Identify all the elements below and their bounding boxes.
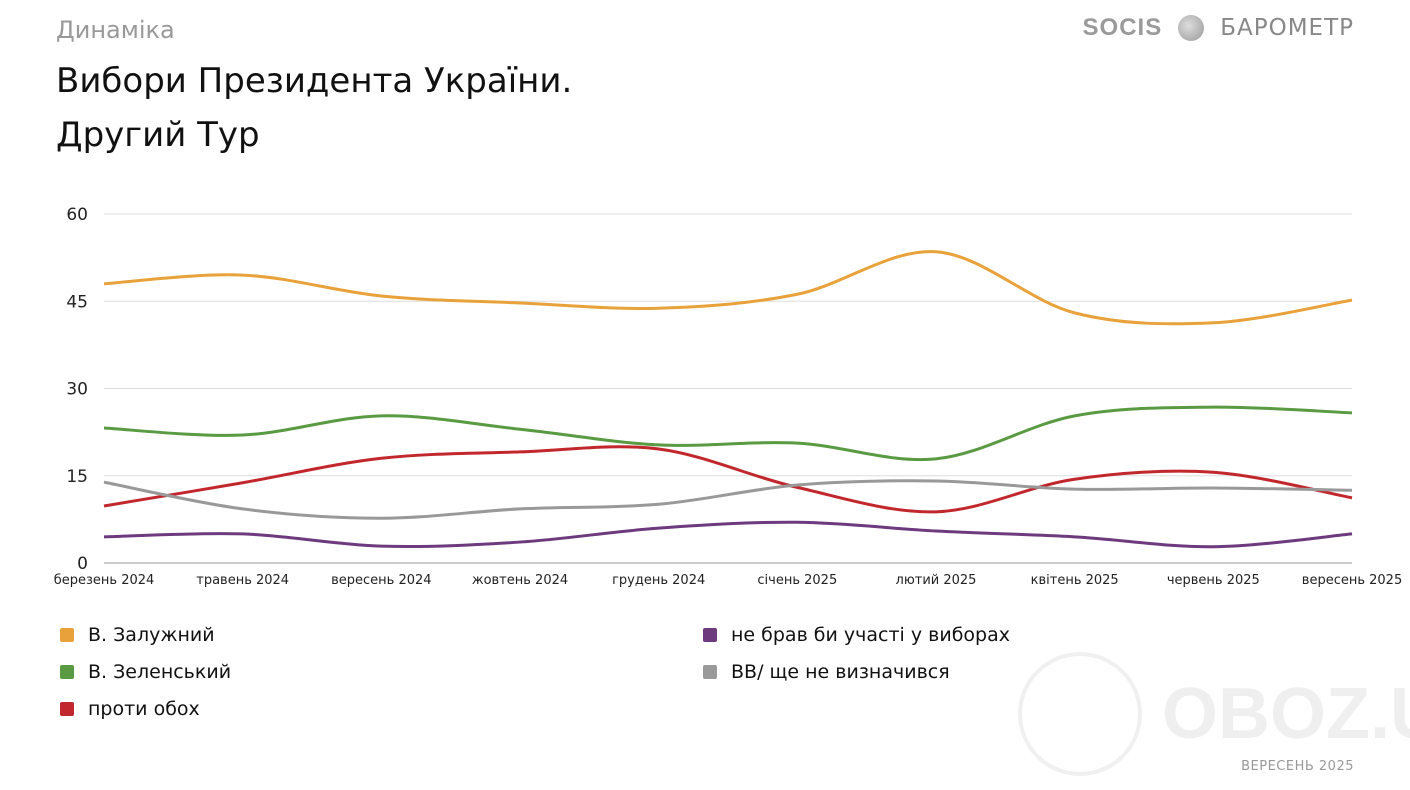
x-tick-label: лютий 2025 [896, 573, 977, 588]
watermark-text: OBOZ.UA [1162, 674, 1410, 754]
legend-swatch [703, 665, 717, 679]
brand: SOCIS БАРОМЕТР [1083, 14, 1354, 42]
title-line-1: Вибори Президента України. [56, 61, 573, 101]
title-line-2: Другий Тур [56, 115, 260, 155]
y-tick-label: 15 [66, 467, 88, 487]
legend-item: В. Зеленський [60, 661, 231, 683]
legend-item: В. Залужний [60, 624, 215, 646]
legend-swatch [60, 702, 74, 716]
legend-label: В. Зеленський [88, 661, 232, 683]
x-tick-label: жовтень 2024 [472, 573, 568, 588]
legend-item: проти обох [60, 698, 200, 720]
page-title: Вибори Президента України. Другий Тур [56, 54, 572, 162]
legend-item: ВВ/ ще не визначився [703, 661, 950, 683]
line-chart: 0 15 30 45 60 березень 2024 травень 2024 вересе… [54, 205, 1403, 588]
barometr-label: БАРОМЕТР [1220, 15, 1354, 41]
series-line-0 [103, 250, 1353, 326]
legend-label: В. Залужний [88, 624, 215, 646]
series-line-1 [103, 405, 1353, 462]
watermark: OBOZ.UA [1018, 652, 1410, 776]
legend-label: ВВ/ ще не визначився [731, 661, 950, 683]
x-tick-label: травень 2024 [196, 573, 289, 588]
x-tick-label: січень 2025 [757, 573, 837, 588]
legend-item: не брав би участі у виборах [703, 624, 1010, 646]
x-tick-label: червень 2025 [1167, 573, 1260, 588]
x-tick-label: квітень 2025 [1031, 573, 1119, 588]
y-tick-label: 60 [66, 205, 88, 225]
series-line-4 [103, 479, 1353, 520]
series-line-3 [103, 520, 1353, 549]
x-tick-label: вересень 2024 [331, 573, 431, 588]
y-tick-label: 30 [66, 380, 88, 400]
legend-swatch [60, 628, 74, 642]
y-tick-label: 0 [77, 554, 88, 574]
series-line-2 [103, 445, 1353, 514]
legend-swatch [60, 665, 74, 679]
globe-icon [1018, 652, 1142, 776]
socis-logo: SOCIS [1082, 14, 1163, 41]
x-tick-label: вересень 2025 [1302, 573, 1402, 588]
kicker: Динаміка [56, 16, 175, 44]
x-tick-label: грудень 2024 [612, 573, 705, 588]
y-tick-label: 45 [66, 292, 88, 312]
legend-label: проти обох [88, 698, 200, 720]
medal-icon [1178, 15, 1205, 41]
x-tick-label: березень 2024 [54, 573, 155, 588]
legend-label: не брав би участі у виборах [731, 624, 1010, 646]
footer-date: ВЕРЕСЕНЬ 2025 [1241, 759, 1354, 774]
legend-swatch [703, 628, 717, 642]
